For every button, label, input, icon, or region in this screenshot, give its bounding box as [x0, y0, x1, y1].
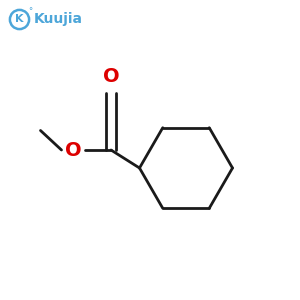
Text: O: O — [103, 67, 119, 86]
Text: Kuujia: Kuujia — [34, 13, 83, 26]
Text: K: K — [15, 14, 24, 25]
Text: O: O — [65, 140, 82, 160]
Text: °: ° — [28, 7, 32, 16]
